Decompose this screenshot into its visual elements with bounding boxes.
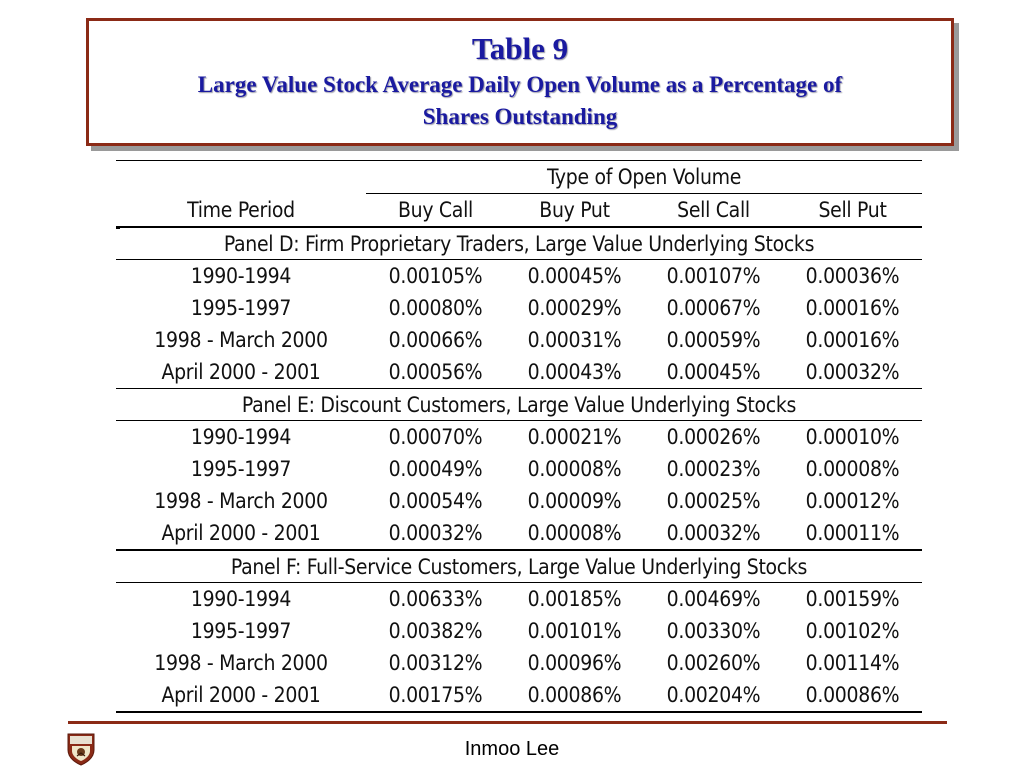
university-crest-icon: [67, 733, 95, 766]
value-cell: 0.00175%: [366, 679, 505, 713]
value-cell: 0.00008%: [527, 457, 622, 481]
group-header: Type of Open Volume: [366, 160, 923, 194]
value-cell: 0.00102%: [805, 619, 900, 643]
column-header-sell-put: Sell Put: [783, 193, 923, 228]
data-table: Type of Open Volume Time Period Buy Call…: [116, 160, 923, 713]
value-cell: 0.00021%: [527, 425, 622, 449]
period-cell: April 2000 - 2001: [116, 679, 366, 713]
value-cell: 0.00026%: [666, 425, 761, 449]
value-cell: 0.00056%: [366, 356, 505, 389]
panel-title: Panel D: Firm Proprietary Traders, Large…: [116, 227, 923, 260]
value-cell: 0.00086%: [505, 679, 644, 713]
column-header-row: Time Period Buy Call Buy Put Sell Call S…: [116, 193, 923, 228]
value-cell: 0.00107%: [666, 264, 761, 288]
value-cell: 0.00031%: [527, 328, 622, 352]
value-cell: 0.00159%: [805, 587, 900, 611]
value-cell: 0.00080%: [388, 296, 483, 320]
value-cell: 0.00008%: [805, 457, 900, 481]
data-table-container: Type of Open Volume Time Period Buy Call…: [116, 160, 923, 713]
footer-author: Inmoo Lee: [464, 738, 560, 760]
period-cell: 1995-1997: [190, 296, 292, 320]
column-header-buy-put: Buy Put: [505, 193, 644, 228]
value-cell: 0.00633%: [388, 587, 483, 611]
column-header-buy-call: Buy Call: [366, 193, 505, 228]
table-row: 1990-1994 0.00105% 0.00045% 0.00107% 0.0…: [116, 260, 922, 293]
panel-header-row: Panel D: Firm Proprietary Traders, Large…: [116, 227, 923, 260]
value-cell: 0.00009%: [527, 489, 622, 513]
slide-subtitle: Large Value Stock Average Daily Open Vol…: [89, 69, 951, 133]
period-cell: 1998 - March 2000: [154, 489, 328, 513]
value-cell: 0.00049%: [388, 457, 483, 481]
period-cell: 1990-1994: [190, 264, 292, 288]
subtitle-line-1: Large Value Stock Average Daily Open Vol…: [197, 72, 843, 97]
value-cell: 0.00029%: [527, 296, 622, 320]
table-row: 1995-1997 0.00080% 0.00029% 0.00067% 0.0…: [116, 292, 922, 324]
value-cell: 0.00096%: [527, 651, 622, 675]
table-row: 1990-1994 0.00633% 0.00185% 0.00469% 0.0…: [116, 583, 922, 616]
period-cell: 1998 - March 2000: [154, 651, 328, 675]
value-cell: 0.00012%: [805, 489, 900, 513]
value-cell: 0.00086%: [783, 679, 923, 713]
value-cell: 0.00059%: [666, 328, 761, 352]
column-header-period: Time Period: [116, 193, 366, 228]
slide-title: Table 9: [471, 31, 569, 66]
table-row: April 2000 - 2001 0.00032% 0.00008% 0.00…: [116, 517, 923, 551]
period-cell: April 2000 - 2001: [116, 356, 366, 389]
value-cell: 0.00105%: [388, 264, 483, 288]
value-cell: 0.00025%: [666, 489, 761, 513]
table-row: 1998 - March 2000 0.00312% 0.00096% 0.00…: [116, 647, 922, 679]
value-cell: 0.00101%: [527, 619, 622, 643]
period-cell: 1998 - March 2000: [154, 328, 328, 352]
value-cell: 0.00469%: [666, 587, 761, 611]
panel-header-row: Panel F: Full-Service Customers, Large V…: [116, 550, 923, 583]
subtitle-line-2: Shares Outstanding: [422, 104, 618, 129]
value-cell: 0.00016%: [805, 328, 900, 352]
value-cell: 0.00011%: [783, 517, 923, 551]
panel-title: Panel E: Discount Customers, Large Value…: [116, 388, 923, 421]
value-cell: 0.00045%: [644, 356, 783, 389]
value-cell: 0.00036%: [805, 264, 900, 288]
value-cell: 0.00008%: [505, 517, 644, 551]
table-row: 1998 - March 2000 0.00054% 0.00009% 0.00…: [116, 485, 922, 517]
value-cell: 0.00043%: [505, 356, 644, 389]
value-cell: 0.00260%: [666, 651, 761, 675]
panel-header-row: Panel E: Discount Customers, Large Value…: [116, 388, 923, 421]
value-cell: 0.00204%: [644, 679, 783, 713]
value-cell: 0.00032%: [366, 517, 505, 551]
footer-divider: [68, 721, 947, 724]
group-header-row: Type of Open Volume: [116, 160, 923, 194]
table-row: 1990-1994 0.00070% 0.00021% 0.00026% 0.0…: [116, 421, 922, 454]
value-cell: 0.00032%: [644, 517, 783, 551]
value-cell: 0.00114%: [805, 651, 900, 675]
period-cell: 1990-1994: [190, 587, 292, 611]
table-row: 1998 - March 2000 0.00066% 0.00031% 0.00…: [116, 324, 922, 356]
value-cell: 0.00330%: [666, 619, 761, 643]
panel-title: Panel F: Full-Service Customers, Large V…: [116, 550, 923, 583]
value-cell: 0.00023%: [666, 457, 761, 481]
value-cell: 0.00066%: [388, 328, 483, 352]
table-row: April 2000 - 2001 0.00175% 0.00086% 0.00…: [116, 679, 923, 713]
title-box: Table 9 Large Value Stock Average Daily …: [86, 18, 954, 146]
value-cell: 0.00185%: [527, 587, 622, 611]
value-cell: 0.00032%: [783, 356, 923, 389]
table-row: 1995-1997 0.00382% 0.00101% 0.00330% 0.0…: [116, 615, 922, 647]
value-cell: 0.00070%: [388, 425, 483, 449]
column-header-sell-call: Sell Call: [644, 193, 783, 228]
period-cell: April 2000 - 2001: [116, 517, 366, 551]
value-cell: 0.00010%: [805, 425, 900, 449]
value-cell: 0.00045%: [527, 264, 622, 288]
period-cell: 1995-1997: [190, 457, 292, 481]
value-cell: 0.00382%: [388, 619, 483, 643]
value-cell: 0.00067%: [666, 296, 761, 320]
value-cell: 0.00312%: [388, 651, 483, 675]
value-cell: 0.00054%: [388, 489, 483, 513]
table-row: April 2000 - 2001 0.00056% 0.00043% 0.00…: [116, 356, 923, 389]
table-row: 1995-1997 0.00049% 0.00008% 0.00023% 0.0…: [116, 453, 922, 485]
header-blank-cell: [116, 160, 366, 194]
period-cell: 1995-1997: [190, 619, 292, 643]
value-cell: 0.00016%: [805, 296, 900, 320]
period-cell: 1990-1994: [190, 425, 292, 449]
